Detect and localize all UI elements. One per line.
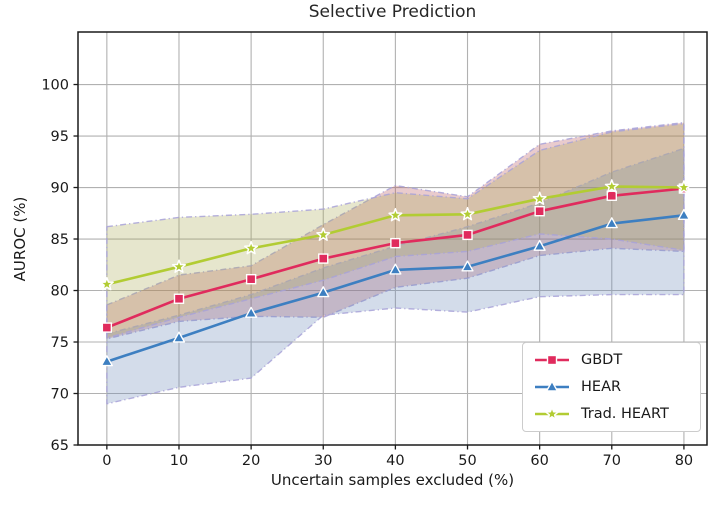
legend-item-hear: HEAR [532, 379, 691, 395]
svg-text:70: 70 [603, 453, 621, 469]
x-axis-label: Uncertain samples excluded (%) [270, 471, 515, 489]
chart-title: Selective Prediction [308, 2, 477, 22]
legend-label-gbdt: GBDT [581, 352, 623, 369]
svg-text:20: 20 [242, 453, 260, 469]
svg-text:100: 100 [41, 78, 69, 94]
svg-text:90: 90 [51, 181, 69, 197]
legend-item-trad-heart: Trad. HEART [532, 406, 691, 422]
svg-text:80: 80 [51, 284, 69, 300]
svg-text:0: 0 [102, 453, 111, 469]
legend-label-trad-heart: Trad. HEART [581, 405, 669, 422]
svg-text:10: 10 [170, 453, 188, 469]
svg-text:40: 40 [386, 453, 404, 469]
legend: GBDT HEAR Trad. HEART [522, 342, 701, 432]
svg-text:85: 85 [51, 232, 69, 248]
legend-item-gbdt: GBDT [532, 352, 691, 368]
legend-label-hear: HEAR [581, 378, 622, 395]
svg-text:70: 70 [51, 387, 69, 403]
gbdt-line-marker-icon [535, 355, 569, 366]
svg-text:75: 75 [51, 335, 69, 351]
hear-line-marker-icon [535, 380, 569, 392]
svg-text:60: 60 [530, 453, 548, 469]
svg-text:65: 65 [51, 438, 69, 454]
trad-heart-line-marker-icon [535, 406, 569, 420]
svg-text:30: 30 [314, 453, 332, 469]
y-axis-label: AUROC (%) [11, 196, 29, 282]
svg-text:50: 50 [458, 453, 476, 469]
svg-text:80: 80 [675, 453, 693, 469]
svg-text:95: 95 [51, 129, 69, 145]
